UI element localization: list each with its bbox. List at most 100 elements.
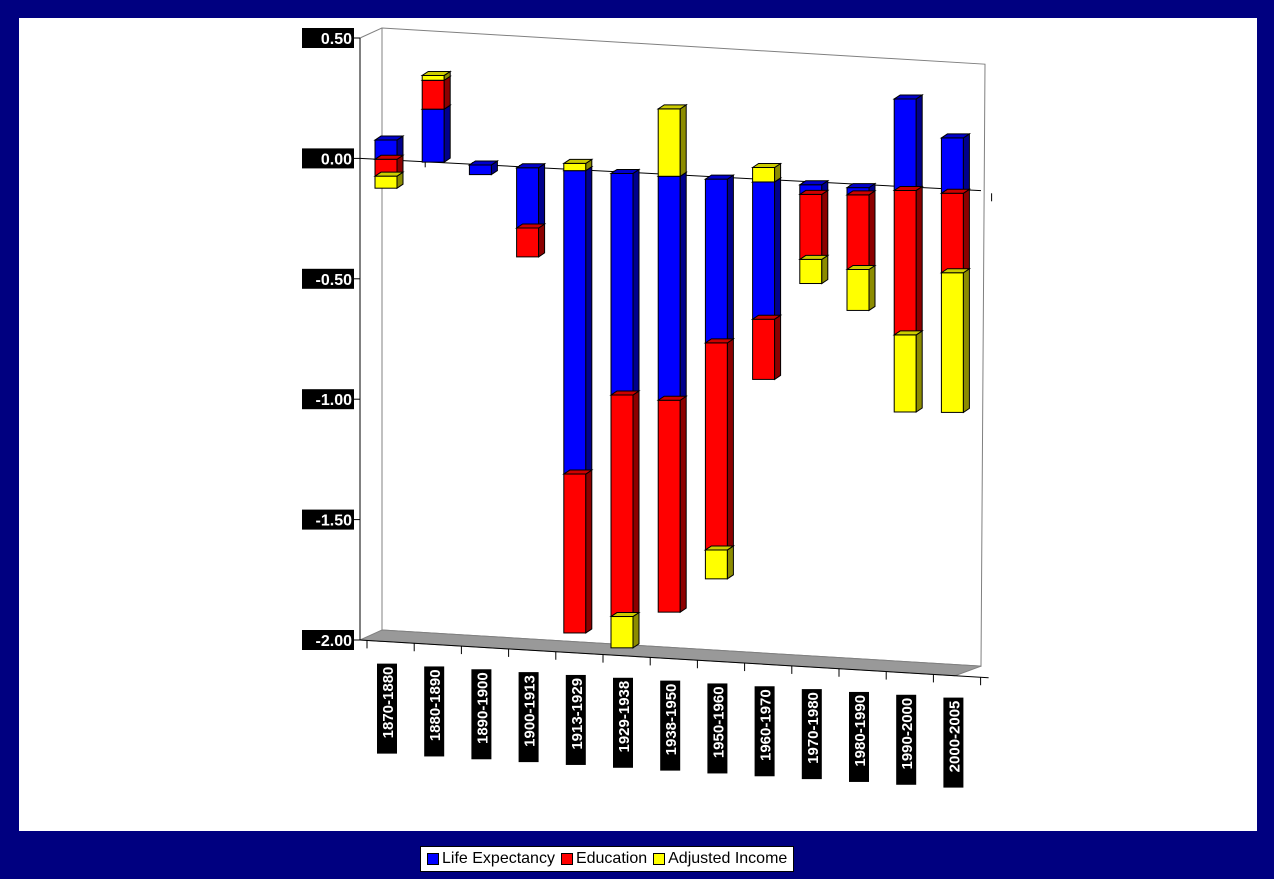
bar-segment [562,469,594,634]
bar-segment [845,189,877,271]
bar-top [373,154,405,160]
legend-label: Education [575,850,648,867]
bar-side [821,254,829,285]
y-tick-label: 0.50 [321,31,352,48]
bar-side [443,104,451,164]
bar-side [538,162,546,229]
x-tick-label-bg [377,663,397,754]
bar-side [962,188,970,274]
bar-segment [420,70,452,82]
y-tick-label-bg [302,630,354,650]
bar-front [563,162,587,172]
y-tick-label: -1.00 [316,392,353,409]
bar-segment [562,165,594,475]
bar-front [893,98,917,191]
x-tick-label-group: 1913-1929 [565,674,586,765]
x-tick-label-group: 1980-1990 [849,691,869,782]
bar-top [514,163,547,169]
x-tick-label-bg [518,672,539,763]
legend-swatch [427,853,439,865]
bar-top [939,133,972,139]
x-tick-label-bg [754,686,775,777]
bar-front [940,192,964,274]
bar-top [609,390,641,396]
bar-segment [939,188,972,274]
bar-front [610,172,634,396]
x-tick-label-bg [801,689,822,780]
bar-segment [939,132,972,195]
x-tick-label: 1938-1950 [663,684,680,756]
x-tick-label-bg [896,694,917,785]
x-tick-label-bg [471,669,492,760]
bar-side [679,395,687,614]
bar-top [373,171,405,177]
bar-front [468,164,492,176]
legend: Life Expectancy Education Adjusted Income [420,846,795,872]
x-tick-label-bg [660,680,681,771]
bar-side [726,174,734,344]
x-tick-label-group: 1900-1913 [518,672,539,763]
legend-swatch [653,853,666,865]
x-tick-label-bg [424,666,445,757]
bar-segment [609,390,641,618]
bar-segment [703,174,736,344]
bar-front [799,193,823,260]
chart-labels: 0.50 0.00 -0.50 -1.00 -1.50 -2.00 1870-1880 188… [302,28,964,788]
bar-segment [845,264,877,312]
bar-front [704,178,728,344]
bar-front [893,189,917,336]
y-tick-label: 0.00 [321,151,352,168]
x-tick-label-group: 1929-1938 [613,677,633,768]
x-tick-label: 1900-1913 [522,675,539,747]
bar-segment [609,168,641,396]
bar-top [845,190,877,196]
bar-top [514,223,547,229]
bar-top [656,395,688,401]
x-tick-label: 1980-1990 [852,695,869,767]
bar-front [516,167,540,229]
legend-item: Adjusted Income [653,850,787,868]
legend-item: Education [560,850,648,868]
bar-segment [703,545,736,580]
bar-front [421,79,445,110]
bar-top [420,70,452,76]
bar-side [679,171,687,402]
legend-label: Adjusted Income [668,850,788,867]
x-tick-label: 1880-1890 [427,669,444,741]
bar-segment [373,171,405,190]
bar-top [845,264,877,270]
bar-top [609,168,641,174]
bar-top [750,314,783,320]
bar-segment [892,185,924,336]
bar-top [845,183,877,189]
legend-item: Life Expectancy [427,850,555,868]
bar-top [609,612,641,618]
x-tick-label-bg [613,677,633,768]
bar-side [915,94,923,192]
bar-front [657,399,681,613]
x-tick-label: 1990-2000 [899,698,916,770]
bar-front [752,318,776,380]
x-tick-label-group: 1960-1970 [754,686,775,777]
bar-top [750,163,783,169]
bar-side [915,329,923,413]
bar-top [562,158,594,164]
bar-front [846,194,870,270]
bar-segment [656,395,688,614]
bar-top [939,188,972,194]
y-tick-label-bg [302,148,354,169]
chart-bars [373,70,972,649]
bar-top [892,94,924,100]
bar-front [657,175,681,401]
y-tick-label-bg [302,509,354,530]
plot-area: 0.50 0.00 -0.50 -1.00 -1.50 -2.00 1870-1880 188… [19,18,1257,831]
x-tick-label: 1960-1970 [758,689,775,761]
bar-side [821,189,829,261]
bar-segment [892,329,924,413]
bar-segment [562,158,594,172]
bar-top [939,268,972,274]
bar-front [563,473,587,634]
bar-side [632,611,640,649]
bar-front [752,181,776,320]
bar-side [915,185,923,336]
